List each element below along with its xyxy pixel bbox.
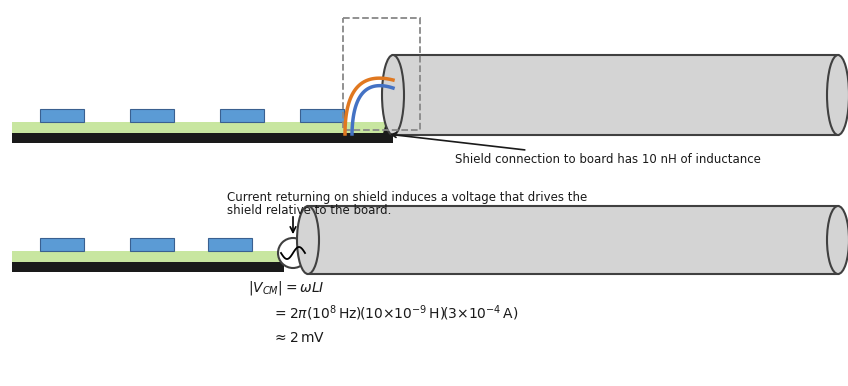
Circle shape	[278, 238, 308, 268]
Bar	[393, 55, 838, 135]
Ellipse shape	[827, 55, 848, 135]
Bar	[308, 206, 838, 274]
Polygon shape	[383, 115, 393, 134]
Text: $\approx 2\,\mathrm{mV}$: $\approx 2\,\mathrm{mV}$	[272, 331, 325, 345]
Bar	[40, 109, 84, 122]
Bar	[12, 262, 284, 272]
Ellipse shape	[382, 55, 404, 135]
Ellipse shape	[297, 206, 319, 274]
Text: Current returning on shield induces a voltage that drives the: Current returning on shield induces a vo…	[227, 191, 588, 205]
Bar	[12, 251, 284, 262]
Bar	[130, 109, 174, 122]
Text: shield relative to the board.: shield relative to the board.	[227, 203, 392, 217]
Bar	[12, 122, 393, 133]
Bar	[208, 238, 252, 251]
Ellipse shape	[827, 206, 848, 274]
Bar	[300, 109, 344, 122]
Bar	[40, 238, 84, 251]
Bar	[220, 109, 264, 122]
Bar	[343, 18, 420, 130]
Text: $|V_{CM}| = \omega LI$: $|V_{CM}| = \omega LI$	[248, 279, 325, 297]
Text: $= 2\pi\left(10^8\,\mathrm{Hz}\right)\!\left(10{\times}10^{-9}\,\mathrm{H}\right: $= 2\pi\left(10^8\,\mathrm{Hz}\right)\!\…	[272, 303, 518, 323]
Bar	[130, 238, 174, 251]
Bar	[12, 133, 393, 143]
Text: Shield connection to board has 10 nH of inductance: Shield connection to board has 10 nH of …	[392, 133, 761, 166]
